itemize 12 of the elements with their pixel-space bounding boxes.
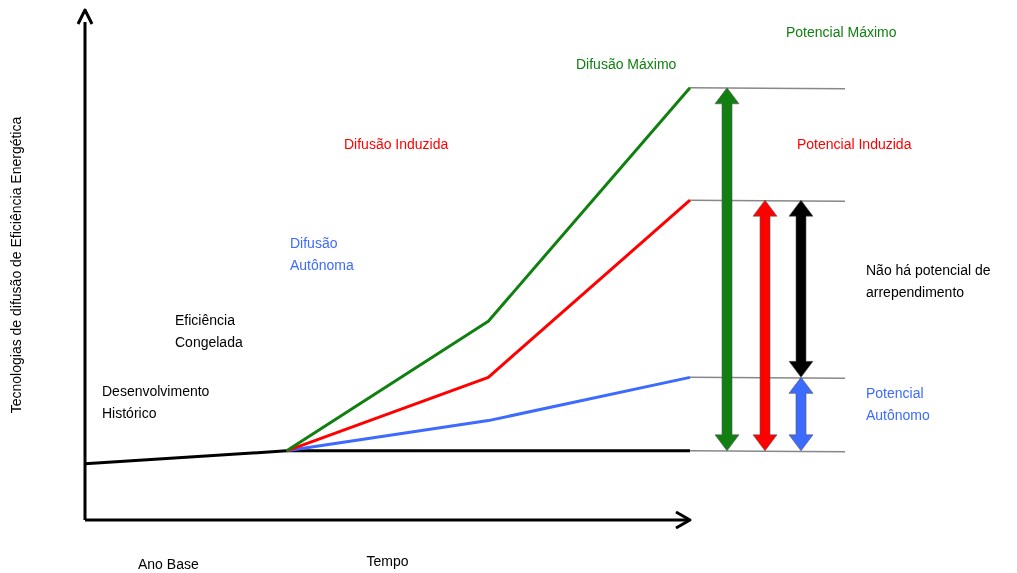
y-axis-title: Tecnologias de difusão de Eficiência Energética bbox=[8, 116, 24, 414]
annotation: Eficiência Congelada bbox=[175, 311, 244, 352]
x-axis-title: Tempo bbox=[366, 553, 409, 569]
text: Potencial Máximo bbox=[786, 23, 898, 42]
text: Difusão Autônoma bbox=[290, 234, 355, 275]
text: Potencial Autônomo bbox=[866, 384, 931, 425]
series-label: Difusão Máximo bbox=[576, 55, 678, 74]
text: Potencial Induzida bbox=[797, 135, 913, 154]
annotation: Desenvolvimento Histórico bbox=[102, 382, 211, 423]
text: Ano Base bbox=[138, 555, 200, 573]
text: Não há potencial de arrependimento bbox=[866, 261, 992, 302]
text: Difusão Induzida bbox=[344, 135, 450, 154]
